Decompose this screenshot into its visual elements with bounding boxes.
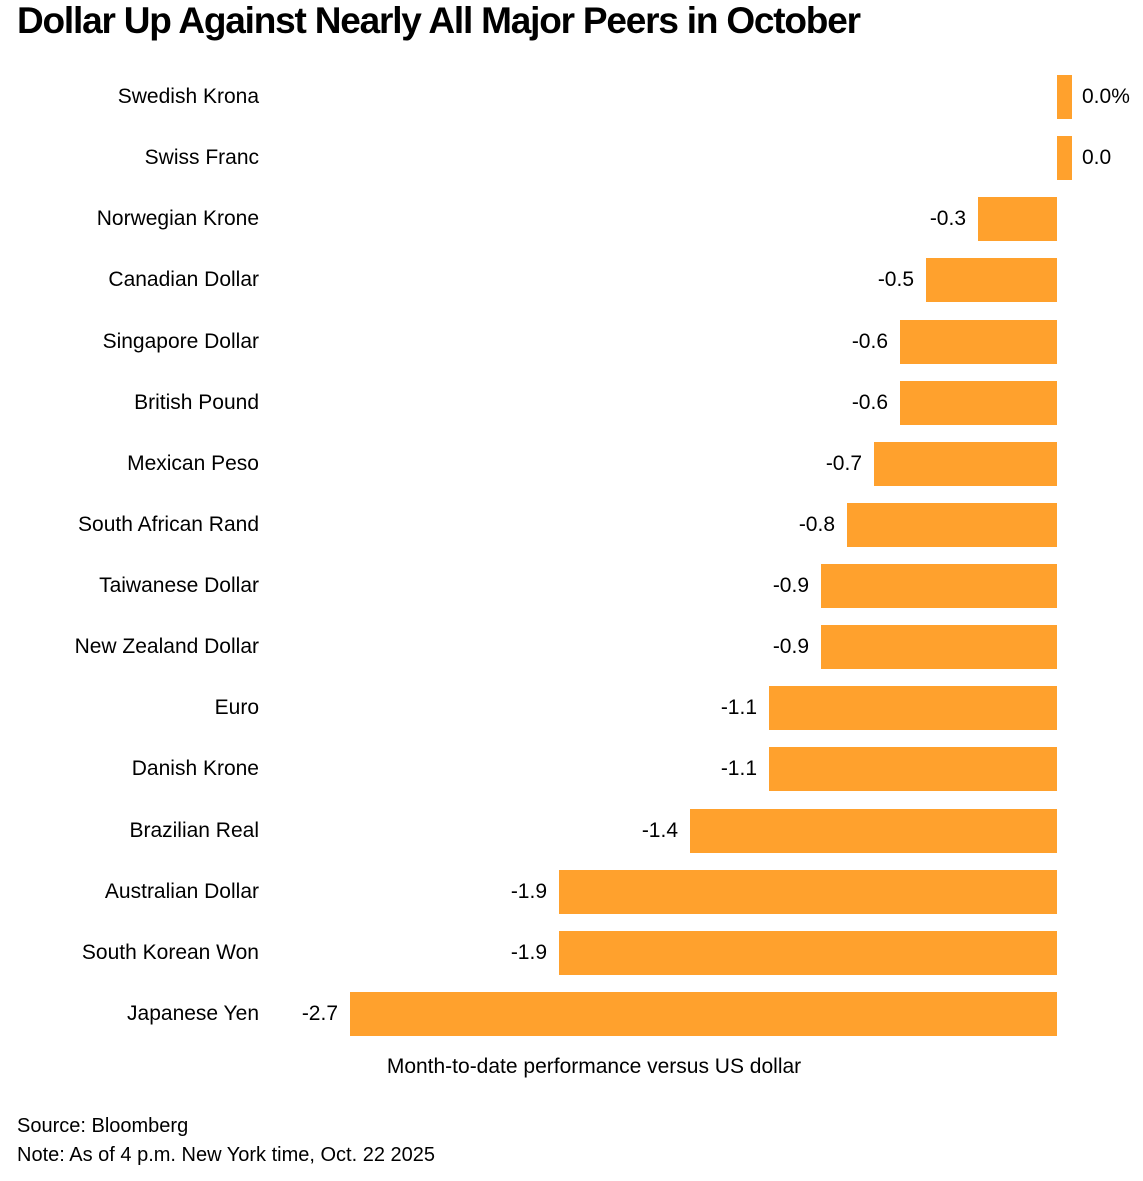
chart-title: Dollar Up Against Nearly All Major Peers…: [17, 0, 861, 41]
chart-row: Singapore Dollar -0.6: [0, 320, 1143, 364]
category-label: British Pound: [134, 391, 259, 414]
bar: [559, 870, 1057, 914]
bar: [769, 686, 1057, 730]
category-label: New Zealand Dollar: [74, 635, 259, 658]
chart-row: Taiwanese Dollar -0.9: [0, 564, 1143, 608]
category-label: Swiss Franc: [144, 146, 259, 169]
value-label: -1.4: [641, 819, 678, 842]
category-label: South African Rand: [78, 513, 259, 536]
value-label: -1.1: [720, 757, 757, 780]
bar: [690, 809, 1057, 853]
category-label: Singapore Dollar: [102, 330, 259, 353]
chart-row: Brazilian Real -1.4: [0, 809, 1143, 853]
value-label: -0.5: [877, 268, 914, 291]
category-label: Norwegian Krone: [96, 207, 259, 230]
bar: [900, 320, 1057, 364]
bar-chart-plot-area: Swedish Krona 0.0% Swiss Franc 0.0 Norwegian…: [0, 75, 1143, 1036]
chart-row: New Zealand Dollar -0.9: [0, 625, 1143, 669]
value-label: -0.7: [825, 452, 862, 475]
chart-row: South Korean Won -1.9: [0, 931, 1143, 975]
value-label: 0.0: [1082, 146, 1112, 169]
category-label: Canadian Dollar: [108, 268, 259, 291]
bar: [978, 197, 1057, 241]
chart-row: Japanese Yen -2.7: [0, 992, 1143, 1036]
bar: [821, 564, 1057, 608]
bar: [1057, 136, 1072, 180]
value-label: -1.9: [510, 880, 547, 903]
source-note-block: Source: Bloomberg Note: As of 4 p.m. New…: [17, 1112, 435, 1170]
category-label: South Korean Won: [81, 941, 259, 964]
category-label: Mexican Peso: [127, 452, 259, 475]
note-line: Note: As of 4 p.m. New York time, Oct. 2…: [17, 1144, 435, 1166]
value-label: 0.0%: [1082, 85, 1130, 108]
value-label: -0.9: [772, 574, 809, 597]
bar: [847, 503, 1057, 547]
chart-row: Canadian Dollar -0.5: [0, 258, 1143, 302]
value-label: -0.3: [929, 207, 966, 230]
bar: [900, 381, 1057, 425]
value-label: -1.1: [720, 696, 757, 719]
value-label: -1.9: [510, 941, 547, 964]
category-label: Japanese Yen: [127, 1002, 259, 1025]
value-label: -0.6: [851, 330, 888, 353]
category-label: Euro: [214, 696, 259, 719]
value-label: -2.7: [301, 1002, 338, 1025]
bar: [350, 992, 1057, 1036]
category-label: Danish Krone: [131, 757, 259, 780]
bar: [559, 931, 1057, 975]
chart-row: Swiss Franc 0.0: [0, 136, 1143, 180]
chart-row: Swedish Krona 0.0%: [0, 75, 1143, 119]
chart-row: South African Rand -0.8: [0, 503, 1143, 547]
category-label: Swedish Krona: [117, 85, 259, 108]
bar: [874, 442, 1057, 486]
chart-row: Norwegian Krone -0.3: [0, 197, 1143, 241]
category-label: Australian Dollar: [104, 880, 259, 903]
category-label: Taiwanese Dollar: [99, 574, 259, 597]
chart-row: Danish Krone -1.1: [0, 747, 1143, 791]
bar: [1057, 75, 1072, 119]
bar: [926, 258, 1057, 302]
chart-row: Euro -1.1: [0, 686, 1143, 730]
bar: [769, 747, 1057, 791]
chart-row: British Pound -0.6: [0, 381, 1143, 425]
value-label: -0.8: [798, 513, 835, 536]
chart-row: Australian Dollar -1.9: [0, 870, 1143, 914]
value-label: -0.6: [851, 391, 888, 414]
bar: [821, 625, 1057, 669]
x-axis-caption: Month-to-date performance versus US doll…: [386, 1055, 802, 1078]
source-line: Source: Bloomberg: [17, 1115, 189, 1137]
chart-row: Mexican Peso -0.7: [0, 442, 1143, 486]
category-label: Brazilian Real: [129, 819, 259, 842]
value-label: -0.9: [772, 635, 809, 658]
